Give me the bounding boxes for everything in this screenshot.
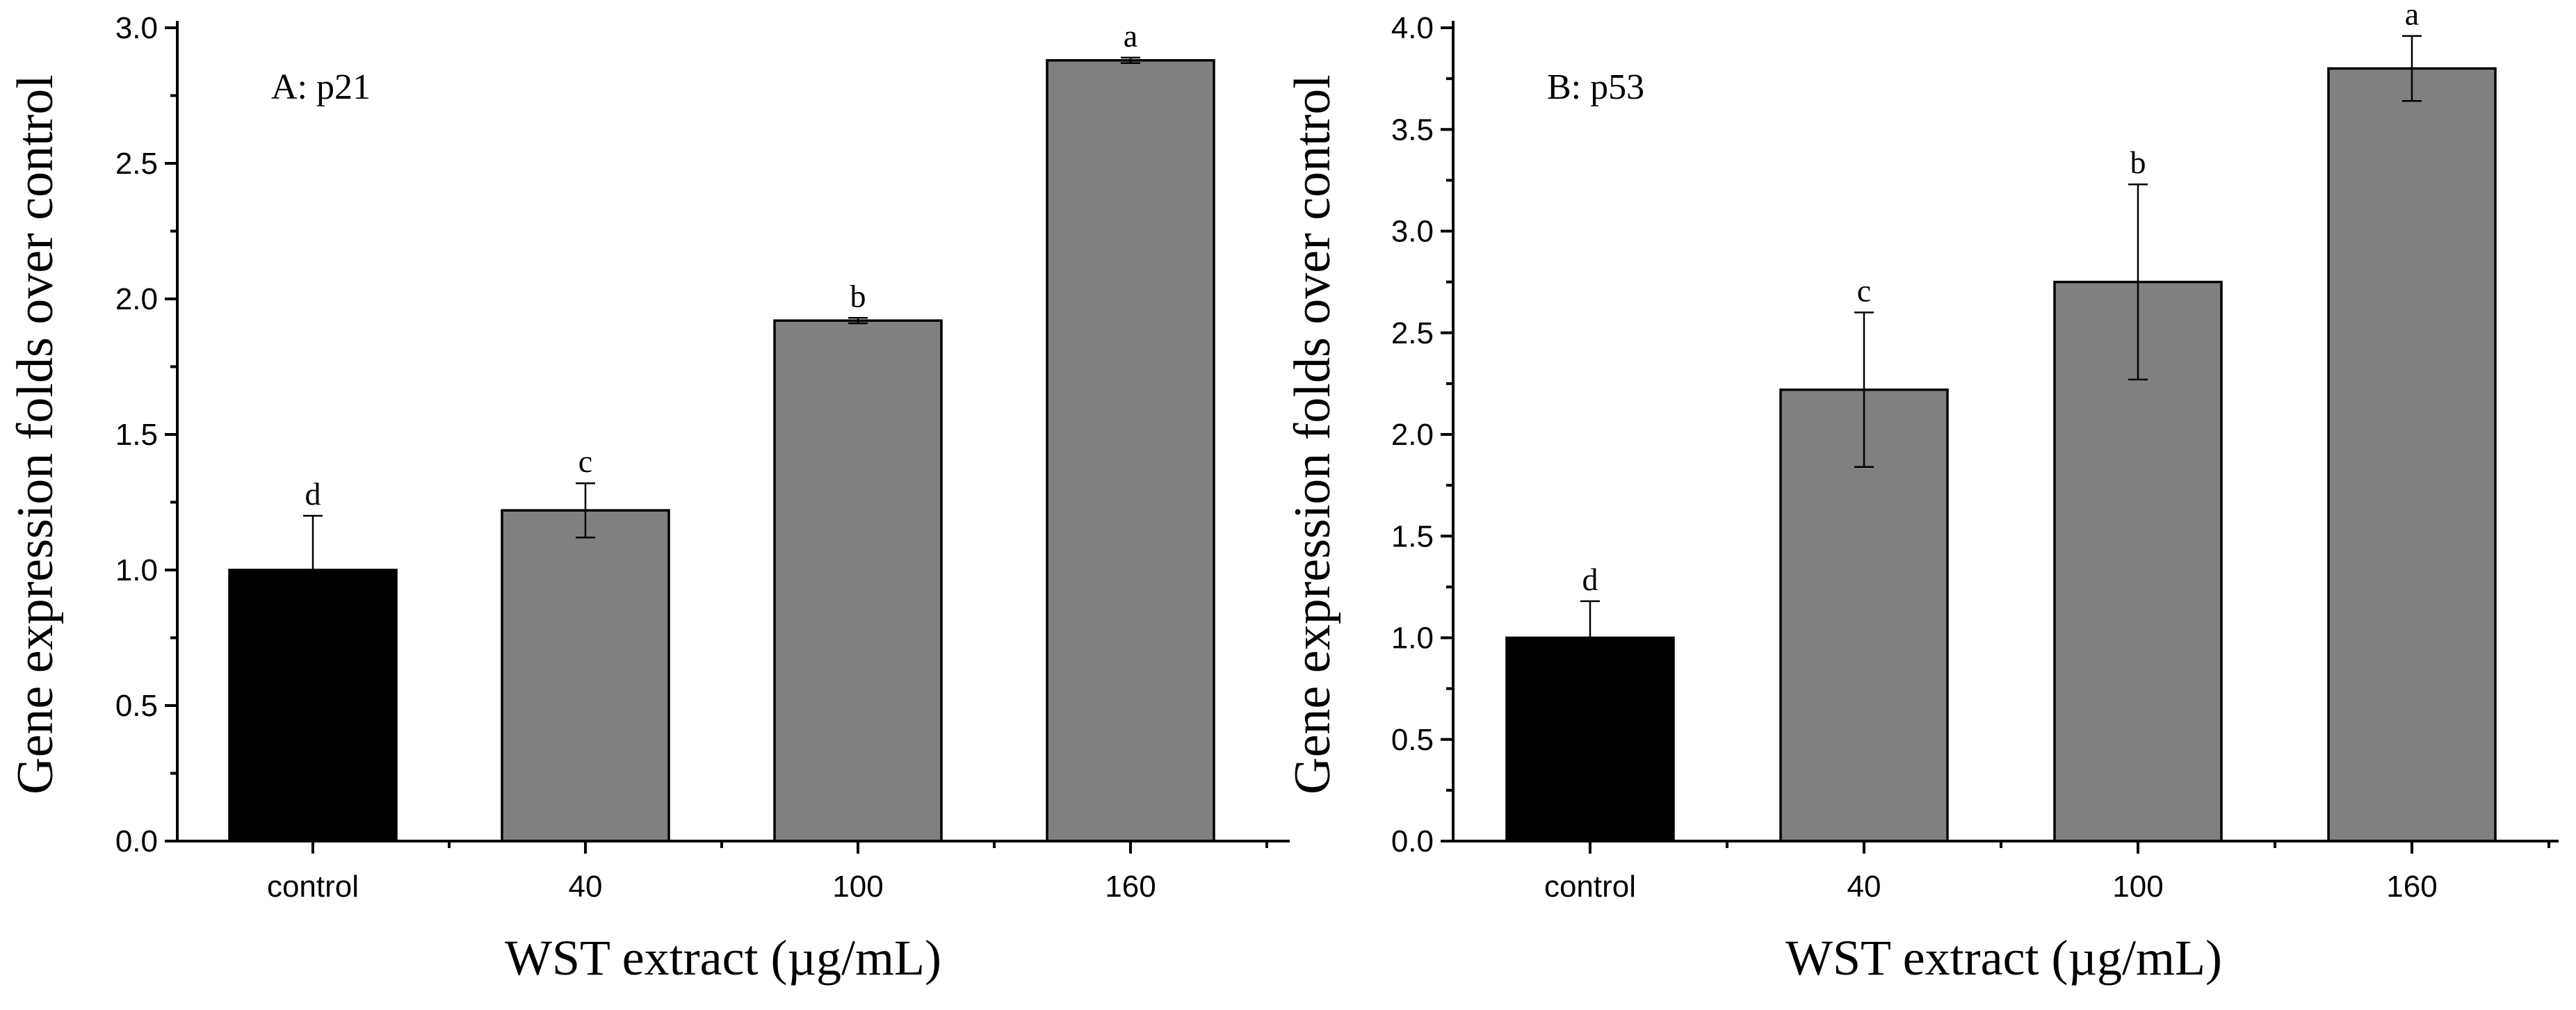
y-tick-label: 0.0 — [115, 824, 158, 858]
x-tick-label: 40 — [1847, 870, 1881, 904]
bar-100 — [773, 319, 943, 842]
significance-letter: c — [578, 443, 592, 479]
y-tick-label: 2.5 — [115, 147, 158, 181]
significance-letter: d — [305, 476, 321, 512]
significance-letter: a — [2405, 0, 2419, 32]
x-tick-label: control — [267, 870, 359, 904]
y-tick-label: 3.0 — [115, 11, 158, 45]
x-tick-label: 100 — [2112, 870, 2163, 904]
y-axis-title: Gene expression folds over control — [7, 74, 64, 795]
y-tick-label: 0.5 — [1391, 723, 1434, 757]
significance-letter: b — [850, 278, 866, 313]
y-axis-title: Gene expression folds over control — [1284, 74, 1341, 795]
y-tick-label: 0.5 — [115, 689, 158, 723]
y-tick-label: 2.0 — [115, 282, 158, 316]
significance-letter: c — [1857, 273, 1871, 309]
significance-letter: d — [1582, 562, 1598, 597]
x-tick-label: 100 — [832, 870, 883, 904]
bar-160 — [1046, 59, 1215, 842]
bar-160 — [2327, 67, 2497, 842]
x-tick-label: control — [1544, 870, 1636, 904]
y-tick-label: 1.5 — [1391, 519, 1434, 553]
x-tick-label: 160 — [2386, 870, 2437, 904]
chart-panel-b: d c b a 0.0 0.5 1.0 1.5 2.0 2.5 3.0 3.5 4.0 control 40… — [1284, 0, 2559, 986]
y-tick-label: 1.0 — [115, 553, 158, 587]
x-axis-title: WST extract (µg/mL) — [1785, 930, 2222, 986]
y-tick-label: 0.0 — [1391, 824, 1434, 858]
y-tick-label: 2.5 — [1391, 316, 1434, 350]
chart-panel-a: d c b a 0.0 0.5 1.0 1.5 2.0 2.5 3.0 control 40 100 160… — [7, 11, 1290, 986]
significance-letter: b — [2130, 145, 2146, 180]
y-tick-label: 4.0 — [1391, 11, 1434, 45]
y-tick-label: 3.0 — [1391, 215, 1434, 249]
panel-label: B: p53 — [1547, 67, 1644, 107]
significance-letter: a — [1124, 18, 1137, 54]
y-tick-label: 3.5 — [1391, 113, 1434, 147]
y-tick-label: 1.0 — [1391, 621, 1434, 655]
x-tick-label: 40 — [569, 870, 603, 904]
x-tick-label: 160 — [1105, 870, 1156, 904]
y-tick-label: 1.5 — [115, 418, 158, 452]
bar-40 — [501, 509, 670, 842]
y-tick-label: 2.0 — [1391, 418, 1434, 452]
x-axis-title: WST extract (µg/mL) — [505, 930, 941, 986]
panel-label: A: p21 — [271, 67, 371, 107]
